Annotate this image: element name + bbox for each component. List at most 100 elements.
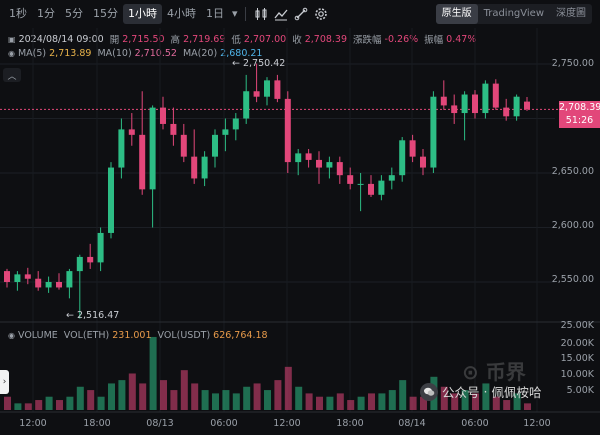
view-native[interactable]: 原生版 [435,4,478,24]
volume-bar [357,396,365,410]
low-marker: ← 2,516.47 [66,310,120,321]
candle-body [482,83,489,114]
volume-bar [503,400,511,410]
watermark-separator: · [483,384,488,399]
volume-bar [45,396,53,410]
volume-bar [420,396,427,410]
price-axis-label: 2,600.00 [551,220,594,231]
low-marker-value: 2,516.47 [76,310,120,321]
time-axis-label: 08/13 [146,418,174,429]
volume-bar [347,400,355,410]
collapse-indicators-chevron-icon[interactable]: ︿ [3,68,21,82]
candle-body [305,153,312,160]
volume-bar [264,390,271,410]
volume-bar [232,393,240,410]
candle-body [97,232,104,263]
volume-bar [191,383,199,410]
change-label: 漲跌幅 [353,35,382,46]
volume-bar [87,390,95,410]
watermark-author: 佩佩桉哈 [491,385,542,400]
time-axis-label: 12:00 [273,418,301,429]
volume-bar [201,390,209,410]
candle-body [440,96,447,106]
draw-tools-icon[interactable] [292,5,310,23]
candle-body [357,183,364,185]
volume-bar [409,396,417,410]
volume-bar [118,380,126,410]
current-price-tag: 2,708.39 51:26 [559,101,600,128]
price-axis-label: 2,750.00 [551,58,594,69]
volume-bar [243,386,251,410]
candle-body [232,118,239,130]
vol-eth-label: VOL(ETH) [63,330,110,341]
volume-bar [378,393,386,410]
view-tradingview[interactable]: TradingView [483,8,544,19]
interval-group: 1秒 1分 5分 15分 1小時 4小時 1日 ▾ [4,4,241,24]
volume-bar [284,366,292,410]
volume-bar [149,336,157,410]
ma5-label: MA(5) [17,48,47,59]
expand-panel-chevron-icon[interactable]: › [0,370,9,394]
interval-1h[interactable]: 1小時 [123,4,162,24]
settings-gear-icon[interactable] [312,5,330,23]
interval-5m[interactable]: 5分 [65,7,83,20]
candle-body [461,94,468,114]
candle-body [87,256,94,263]
volume-bar [326,396,334,410]
candle-body [326,162,333,168]
volume-bar [482,383,490,410]
candle-body [243,91,250,119]
candle-body [378,180,385,195]
candle-body [212,134,218,157]
interval-1m[interactable]: 1分 [37,7,55,20]
interval-more-chevron-icon[interactable]: ▾ [232,7,238,20]
candle-body [503,107,510,117]
indicators-icon[interactable] [272,5,290,23]
candle-body [128,129,135,135]
volume-bar [316,396,323,410]
time-axis-label: 18:00 [336,418,364,429]
view-depth[interactable]: 深度圖 [556,8,586,19]
volume-bar [128,373,136,410]
eye-icon[interactable]: ◉ [8,331,15,340]
candle-body [108,167,114,233]
volume-bar [56,400,63,410]
interval-1d[interactable]: 1日 [206,7,224,20]
interval-1s[interactable]: 1秒 [9,7,27,20]
candle-body [274,80,281,99]
candle-body [35,278,42,288]
interval-15m[interactable]: 15分 [93,7,118,20]
time-axis-label: 12:00 [19,418,47,429]
candle-body [24,274,31,279]
candle-style-icon[interactable] [252,5,270,23]
candle-body [284,98,291,163]
candle-body [472,94,478,114]
ma20-label: MA(20) [182,48,218,59]
amplitude-value: 0.47% [446,33,477,45]
volume-axis-label: 25.00K [560,320,594,331]
volume-info: ◉ VOLUME VOL(ETH) 231.001 VOL(USDT) 626,… [8,330,274,341]
volume-bar [14,403,22,410]
interval-4h[interactable]: 4小時 [167,7,196,20]
candle-body [409,140,416,157]
eye-icon[interactable]: ◉ [8,49,15,58]
candle-body [149,107,156,190]
time-axis-label: 12:00 [523,418,551,429]
candle-body [368,183,374,195]
volume-bar [274,380,282,410]
candle-body [513,96,520,117]
vol-usdt-label: VOL(USDT) [157,330,211,341]
volume-axis-label: 15.00K [560,353,594,364]
volume-bar [4,396,11,410]
volume-bar [492,396,500,410]
candle-body [347,175,354,184]
volume-bar [336,393,344,410]
volume-bar [524,403,531,410]
volume-axis-label: 10.00K [560,369,594,380]
candle-body [222,129,229,135]
toolbar: 1秒 1分 5分 15分 1小時 4小時 1日 ▾ 原生版 TradingVie… [0,0,600,28]
ma5-value: 2,713.89 [49,48,92,59]
watermark-logo: ⊙ 币界 [462,360,526,384]
volume-bar [368,393,375,410]
